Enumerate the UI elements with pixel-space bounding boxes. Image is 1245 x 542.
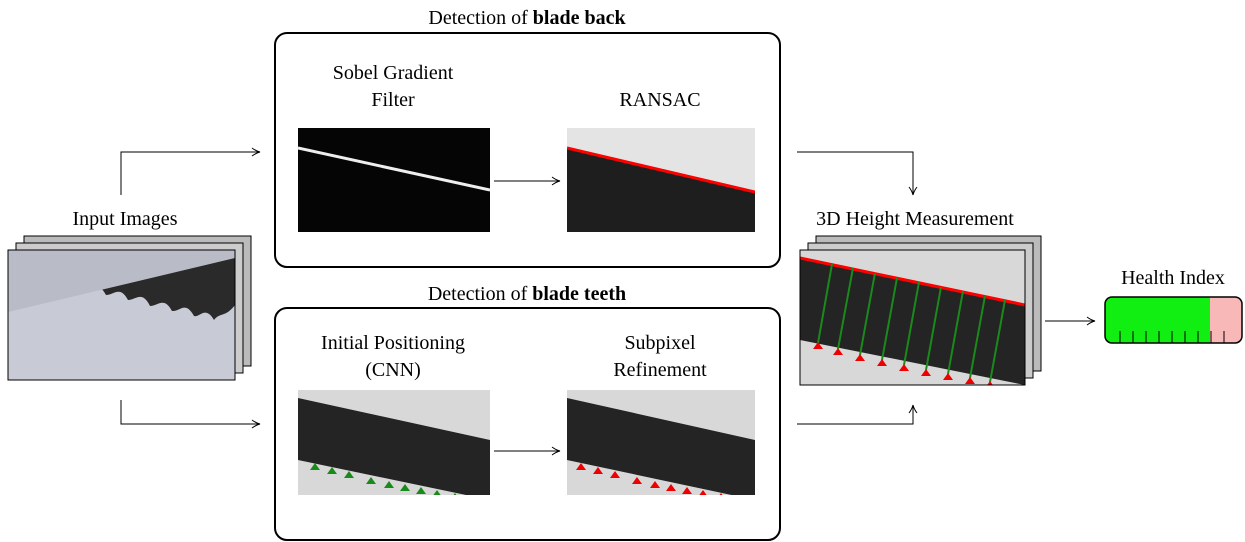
sobel-image xyxy=(298,128,490,232)
text-part: blade back xyxy=(533,7,627,29)
input-images xyxy=(8,236,251,380)
text-part: Detection of xyxy=(428,7,528,29)
input-label: Input Images xyxy=(73,208,178,230)
measurement-label: 3D Height Measurement xyxy=(816,208,1014,230)
arrow xyxy=(121,152,260,195)
step-label: RANSAC xyxy=(619,89,700,111)
arrow xyxy=(797,152,913,195)
output-label: Health Index xyxy=(1121,267,1225,289)
text-part: blade teeth xyxy=(532,283,626,305)
cnn-image xyxy=(298,390,490,500)
step-label: Initial Positioning xyxy=(321,332,465,354)
step-label: Filter xyxy=(371,89,415,111)
step-label: (CNN) xyxy=(365,359,421,381)
arrow xyxy=(121,400,260,424)
ransac-image xyxy=(567,128,755,232)
step-label: Subpixel xyxy=(624,332,696,354)
step-label: Sobel Gradient xyxy=(333,62,454,84)
pipeline-diagram: Input Images Detection of blade back Sob… xyxy=(0,0,1245,542)
measurement-images xyxy=(800,236,1041,388)
arrow xyxy=(797,405,913,424)
health-gauge xyxy=(1105,297,1242,343)
subpixel-image xyxy=(567,390,755,500)
group-title: Detection of blade back xyxy=(428,7,626,29)
step-label: Refinement xyxy=(613,359,707,381)
text-part: Detection of xyxy=(428,283,528,305)
group-title: Detection of blade teeth xyxy=(428,283,626,305)
